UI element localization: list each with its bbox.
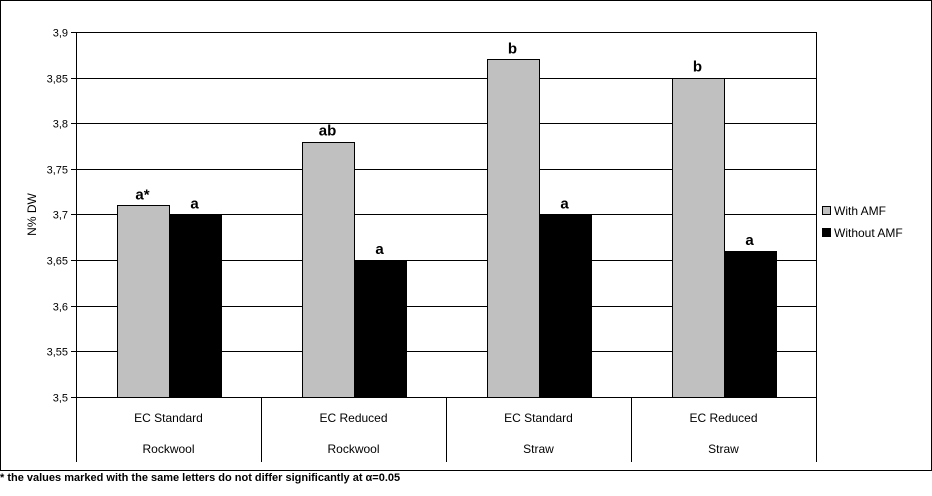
bar bbox=[672, 78, 725, 398]
bar-annotation: a bbox=[745, 232, 754, 249]
bar-annotation: a bbox=[190, 196, 199, 213]
y-tick-label: 3,5 bbox=[53, 393, 68, 405]
bar bbox=[169, 214, 222, 398]
bar bbox=[117, 205, 170, 398]
y-tick-label: 3,8 bbox=[53, 119, 68, 131]
legend-label: Without AMF bbox=[834, 226, 903, 240]
x-tick-label: Rockwool bbox=[327, 442, 379, 456]
bar-annotation: a* bbox=[135, 186, 149, 203]
x-tick-label: EC Standard bbox=[134, 411, 203, 425]
y-axis-label: N% DW bbox=[25, 193, 39, 236]
legend-label: With AMF bbox=[834, 204, 886, 218]
bar-annotation: b bbox=[693, 59, 702, 76]
y-tick-label: 3,75 bbox=[47, 165, 68, 177]
x-tick-label: Straw bbox=[523, 442, 554, 456]
x-tick-label: Straw bbox=[708, 442, 739, 456]
bar-annotation: ab bbox=[319, 123, 337, 140]
legend-swatch bbox=[822, 206, 831, 215]
y-tick-label: 3,9 bbox=[53, 28, 68, 40]
x-tick-label: Rockwool bbox=[142, 442, 194, 456]
x-tick-label: EC Reduced bbox=[689, 411, 757, 425]
y-tick-label: 3,7 bbox=[53, 210, 68, 222]
y-tick-label: 3,85 bbox=[47, 74, 68, 86]
bar-annotation: a bbox=[375, 241, 384, 258]
bar bbox=[724, 251, 777, 398]
footnote: * the values marked with the same letter… bbox=[0, 472, 401, 484]
legend-swatch bbox=[822, 228, 831, 237]
bar bbox=[539, 214, 592, 398]
bar bbox=[354, 260, 407, 398]
bar-annotation: a bbox=[560, 196, 569, 213]
bar-annotation: b bbox=[508, 40, 517, 57]
y-tick-label: 3,65 bbox=[47, 256, 68, 268]
bar bbox=[302, 142, 355, 398]
bar bbox=[487, 59, 540, 398]
y-tick-label: 3,55 bbox=[47, 347, 68, 359]
x-tick-label: EC Standard bbox=[504, 411, 573, 425]
x-tick-label: EC Reduced bbox=[319, 411, 387, 425]
y-tick-label: 3,6 bbox=[53, 302, 68, 314]
